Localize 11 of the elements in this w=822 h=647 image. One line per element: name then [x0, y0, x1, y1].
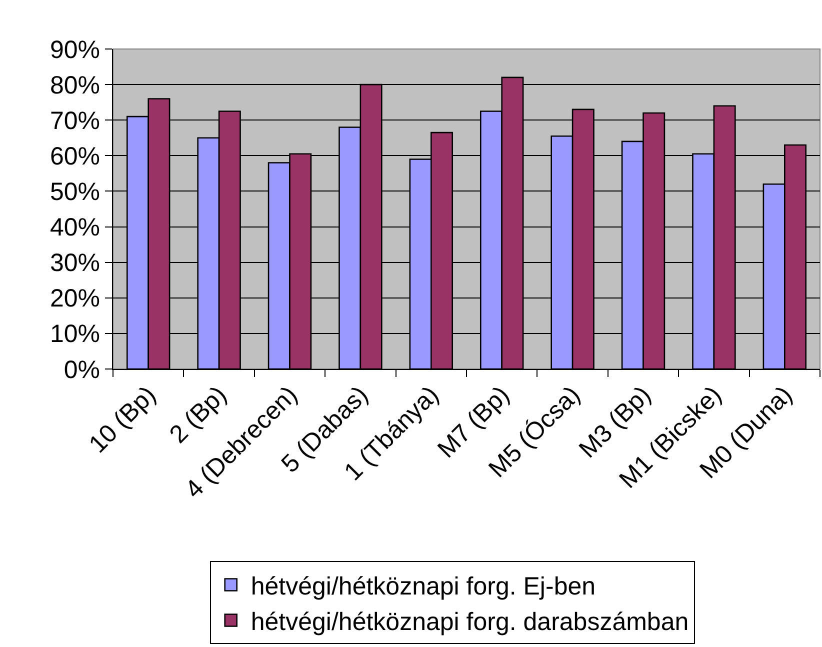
y-tick-label: 20% [50, 284, 100, 313]
y-tick-label: 30% [50, 249, 100, 278]
y-tick-label: 10% [50, 320, 100, 348]
y-tick-label: 50% [50, 178, 100, 206]
legend-label: hétvégi/hétköznapi forg. darabszámban [250, 608, 689, 636]
legend-label: hétvégi/hétköznapi forg. Ej-ben [250, 572, 596, 600]
y-tick-label: 60% [50, 142, 100, 170]
y-tick-label: 90% [50, 36, 100, 64]
y-tick-label: 80% [50, 71, 100, 100]
y-tick-label: 70% [50, 106, 100, 135]
y-tick-label: 40% [50, 214, 100, 242]
